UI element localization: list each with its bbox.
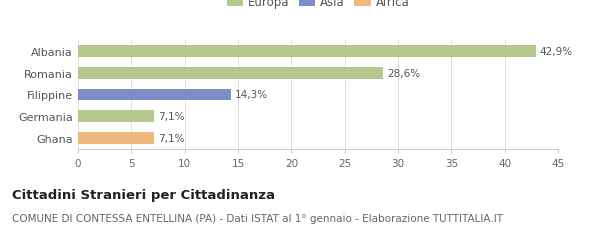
Bar <box>78 68 383 79</box>
Text: 7,1%: 7,1% <box>158 133 185 143</box>
Text: COMUNE DI CONTESSA ENTELLINA (PA) - Dati ISTAT al 1° gennaio - Elaborazione TUTT: COMUNE DI CONTESSA ENTELLINA (PA) - Dati… <box>12 213 503 223</box>
Bar <box>78 132 154 144</box>
Text: 42,9%: 42,9% <box>540 47 573 57</box>
Bar <box>78 46 536 58</box>
Text: 14,3%: 14,3% <box>235 90 268 100</box>
Legend: Europa, Asia, Africa: Europa, Asia, Africa <box>222 0 414 14</box>
Text: 7,1%: 7,1% <box>158 112 185 122</box>
Bar <box>78 111 154 123</box>
Text: 28,6%: 28,6% <box>388 68 421 79</box>
Bar <box>78 89 230 101</box>
Text: Cittadini Stranieri per Cittadinanza: Cittadini Stranieri per Cittadinanza <box>12 188 275 201</box>
